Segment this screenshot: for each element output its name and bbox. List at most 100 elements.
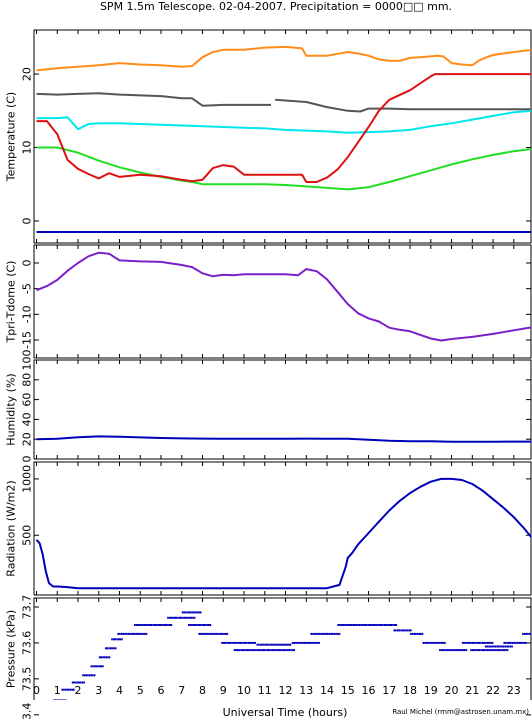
series-point	[472, 649, 474, 651]
series-point	[181, 617, 183, 619]
series-point	[505, 642, 507, 644]
x-tick-label: 23	[507, 684, 521, 697]
series-point	[361, 624, 363, 626]
series-point	[475, 642, 477, 644]
series-point	[394, 629, 396, 631]
series-point	[156, 624, 158, 626]
series-point	[392, 624, 394, 626]
series-point	[157, 624, 159, 626]
series-point	[479, 649, 481, 651]
series-point	[200, 624, 202, 626]
series-point	[55, 699, 57, 701]
series-point	[447, 649, 449, 651]
series-point	[112, 647, 114, 649]
series-point	[292, 642, 294, 644]
series-point	[207, 633, 209, 635]
series-point	[405, 629, 407, 631]
series-point	[115, 638, 117, 640]
series-point	[167, 617, 169, 619]
series-point	[68, 689, 70, 691]
series-point	[424, 642, 426, 644]
series-point	[231, 642, 233, 644]
y-tick-label: 0	[21, 456, 34, 463]
series-point	[337, 633, 339, 635]
series-point	[489, 642, 491, 644]
series-point	[292, 649, 294, 651]
series-point	[187, 611, 189, 613]
series-point	[464, 642, 466, 644]
series-point	[490, 649, 492, 651]
series-point	[462, 642, 464, 644]
series-point	[325, 633, 327, 635]
series-point	[495, 649, 497, 651]
series-point	[164, 624, 166, 626]
series-point	[376, 624, 378, 626]
series-point	[525, 642, 527, 644]
series-point	[146, 624, 148, 626]
series-line	[37, 253, 532, 341]
series-point	[166, 624, 168, 626]
series-point	[134, 633, 136, 635]
series-point	[372, 624, 374, 626]
series-point	[307, 642, 309, 644]
series-point	[171, 624, 173, 626]
series-point	[457, 649, 459, 651]
y-tick-label: 0	[21, 259, 34, 266]
series-point	[105, 656, 107, 658]
chart-title: SPM 1.5m Telescope. 02-04-2007. Precipit…	[100, 0, 452, 13]
series-point	[220, 633, 222, 635]
series-point	[226, 642, 228, 644]
series-point	[485, 646, 487, 648]
series-point	[475, 649, 477, 651]
series-point	[342, 624, 344, 626]
series-point	[472, 642, 474, 644]
series-point	[190, 611, 192, 613]
series-point	[144, 624, 146, 626]
series-point	[49, 710, 51, 712]
series-point	[108, 647, 110, 649]
series-point	[213, 633, 215, 635]
series-point	[492, 649, 494, 651]
series-point	[339, 624, 341, 626]
series-point	[334, 633, 336, 635]
series-point	[367, 624, 369, 626]
series-point	[193, 611, 195, 613]
series-line	[275, 100, 532, 112]
series-point	[498, 646, 500, 648]
series-point	[147, 624, 149, 626]
series-point	[487, 649, 489, 651]
series-point	[305, 642, 307, 644]
series-point	[184, 617, 186, 619]
series-point	[63, 689, 65, 691]
series-point	[456, 649, 458, 651]
series-point	[512, 642, 514, 644]
series-point	[188, 611, 190, 613]
panel-frame	[34, 30, 531, 243]
series-point	[510, 642, 512, 644]
series-point	[506, 646, 508, 648]
y-tick-label: -10	[21, 305, 34, 323]
series-point	[280, 649, 282, 651]
series-point	[433, 642, 435, 644]
series-point	[505, 649, 507, 651]
series-point	[65, 699, 67, 701]
series-point	[493, 646, 495, 648]
series-point	[466, 649, 468, 651]
series-point	[322, 633, 324, 635]
series-point	[136, 624, 138, 626]
series-point	[230, 642, 232, 644]
series-point	[105, 647, 107, 649]
series-point	[410, 633, 412, 635]
series-point	[449, 649, 451, 651]
series-point	[500, 649, 502, 651]
series-point	[264, 649, 266, 651]
series-point	[431, 642, 433, 644]
series-point	[310, 642, 312, 644]
series-point	[272, 649, 274, 651]
series-point	[389, 624, 391, 626]
series-point	[462, 649, 464, 651]
series-point	[280, 644, 282, 646]
series-point	[438, 642, 440, 644]
series-point	[236, 642, 238, 644]
series-point	[91, 665, 93, 667]
